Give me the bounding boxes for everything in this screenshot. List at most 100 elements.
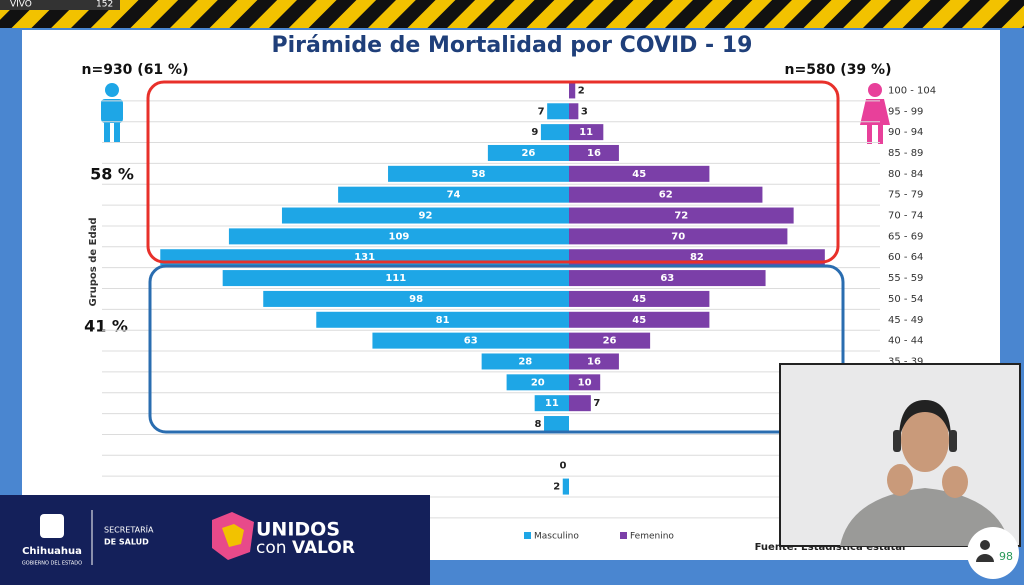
upper-group-box	[146, 80, 840, 264]
gov-logo	[40, 514, 64, 538]
data-label: 2	[578, 85, 585, 96]
y-axis-label: Grupos de Edad	[88, 217, 99, 306]
female-bar	[569, 332, 651, 349]
dept-line2: DE SALUD	[104, 538, 149, 547]
male-bar	[487, 144, 569, 161]
data-label: 11	[579, 127, 593, 138]
data-label: 45	[632, 315, 646, 326]
dept-line1: SECRETARÍA	[104, 524, 154, 535]
campaign-word1: UNIDOS	[256, 519, 340, 541]
age-label: 65 - 69	[888, 231, 923, 242]
chart-title: Pirámide de Mortalidad por COVID - 19	[272, 33, 753, 58]
data-label: 111	[385, 273, 406, 284]
data-label: 72	[674, 211, 688, 222]
legend-swatch	[620, 532, 627, 539]
data-label: 16	[587, 148, 601, 159]
data-label: 11	[545, 398, 559, 409]
female-bar	[569, 353, 619, 370]
campaign-word2: con	[256, 538, 287, 558]
age-label: 60 - 64	[888, 252, 923, 263]
female-bar	[569, 82, 576, 99]
data-label: 28	[518, 356, 532, 367]
female-bar	[569, 103, 579, 120]
female-bar	[569, 374, 601, 391]
female-bar	[569, 311, 710, 328]
female-icon	[860, 83, 890, 144]
male-bar	[562, 478, 569, 495]
female-bar	[569, 165, 710, 182]
female-bar	[569, 290, 710, 307]
male-bar	[544, 416, 569, 433]
age-label: 45 - 49	[888, 315, 923, 326]
participants-count: 98	[999, 550, 1013, 563]
data-label: 131	[354, 252, 375, 263]
participants-icon	[976, 540, 994, 562]
data-label: 109	[389, 231, 410, 242]
data-label: 26	[521, 148, 535, 159]
data-label: 63	[464, 336, 478, 347]
viewer-count: 152	[96, 0, 113, 10]
participants-badge[interactable]	[967, 527, 1019, 579]
male-bar	[534, 395, 569, 412]
male-bar	[281, 207, 569, 224]
female-bar	[569, 186, 763, 203]
data-label: 74	[447, 190, 461, 201]
female-bar	[569, 395, 591, 412]
age-label: 80 - 84	[888, 169, 923, 180]
live-label: VIVO	[10, 0, 32, 10]
campaign-word3: VALOR	[292, 538, 355, 558]
age-label: 100 - 104	[888, 85, 936, 96]
data-label: 9	[531, 127, 538, 138]
data-label: 2	[553, 482, 560, 493]
data-label: 45	[632, 169, 646, 180]
age-label: 35 - 39	[888, 356, 923, 367]
presenter	[840, 400, 1010, 546]
male-bar	[228, 228, 570, 245]
female-total: n=580 (39 %)	[785, 62, 892, 78]
female-bar	[569, 124, 604, 141]
data-label: 3	[581, 106, 588, 117]
age-label: 85 - 89	[888, 148, 923, 159]
data-label: 70	[671, 231, 685, 242]
male-total: n=930 (61 %)	[82, 62, 189, 78]
age-label: 70 - 74	[888, 211, 923, 222]
male-bar	[540, 124, 569, 141]
legend-label: Masculino	[534, 532, 579, 542]
data-label: 7	[538, 106, 545, 117]
male-bar	[263, 290, 569, 307]
female-bar	[569, 228, 788, 245]
data-label: 8	[535, 419, 542, 430]
data-label: 10	[578, 377, 592, 388]
data-label: 98	[409, 294, 423, 305]
legend-label: Femenino	[630, 532, 674, 542]
data-label: 58	[472, 169, 486, 180]
age-label: 40 - 44	[888, 336, 923, 347]
age-label: 55 - 59	[888, 273, 923, 284]
male-bar	[372, 332, 569, 349]
male-bar	[338, 186, 569, 203]
female-bar	[569, 144, 619, 161]
age-label: 75 - 79	[888, 190, 923, 201]
lower-share: 41 %	[84, 317, 128, 336]
data-label: 81	[436, 315, 450, 326]
legend-swatch	[524, 532, 531, 539]
live-bar	[0, 0, 120, 10]
age-label: 50 - 54	[888, 294, 923, 305]
male-bar	[316, 311, 569, 328]
male-bar	[506, 374, 569, 391]
male-bar	[481, 353, 569, 370]
hazard-strip	[0, 0, 1024, 28]
gov-sub: GOBIERNO DEL ESTADO	[22, 561, 82, 567]
data-label: 82	[690, 252, 704, 263]
data-label: 7	[593, 398, 600, 409]
upper-share: 58 %	[90, 165, 134, 184]
data-label: 16	[587, 356, 601, 367]
male-bar	[547, 103, 569, 120]
lower-group-box	[148, 264, 845, 434]
data-label: 26	[603, 336, 617, 347]
female-bar	[569, 207, 794, 224]
data-label: 20	[531, 377, 545, 388]
